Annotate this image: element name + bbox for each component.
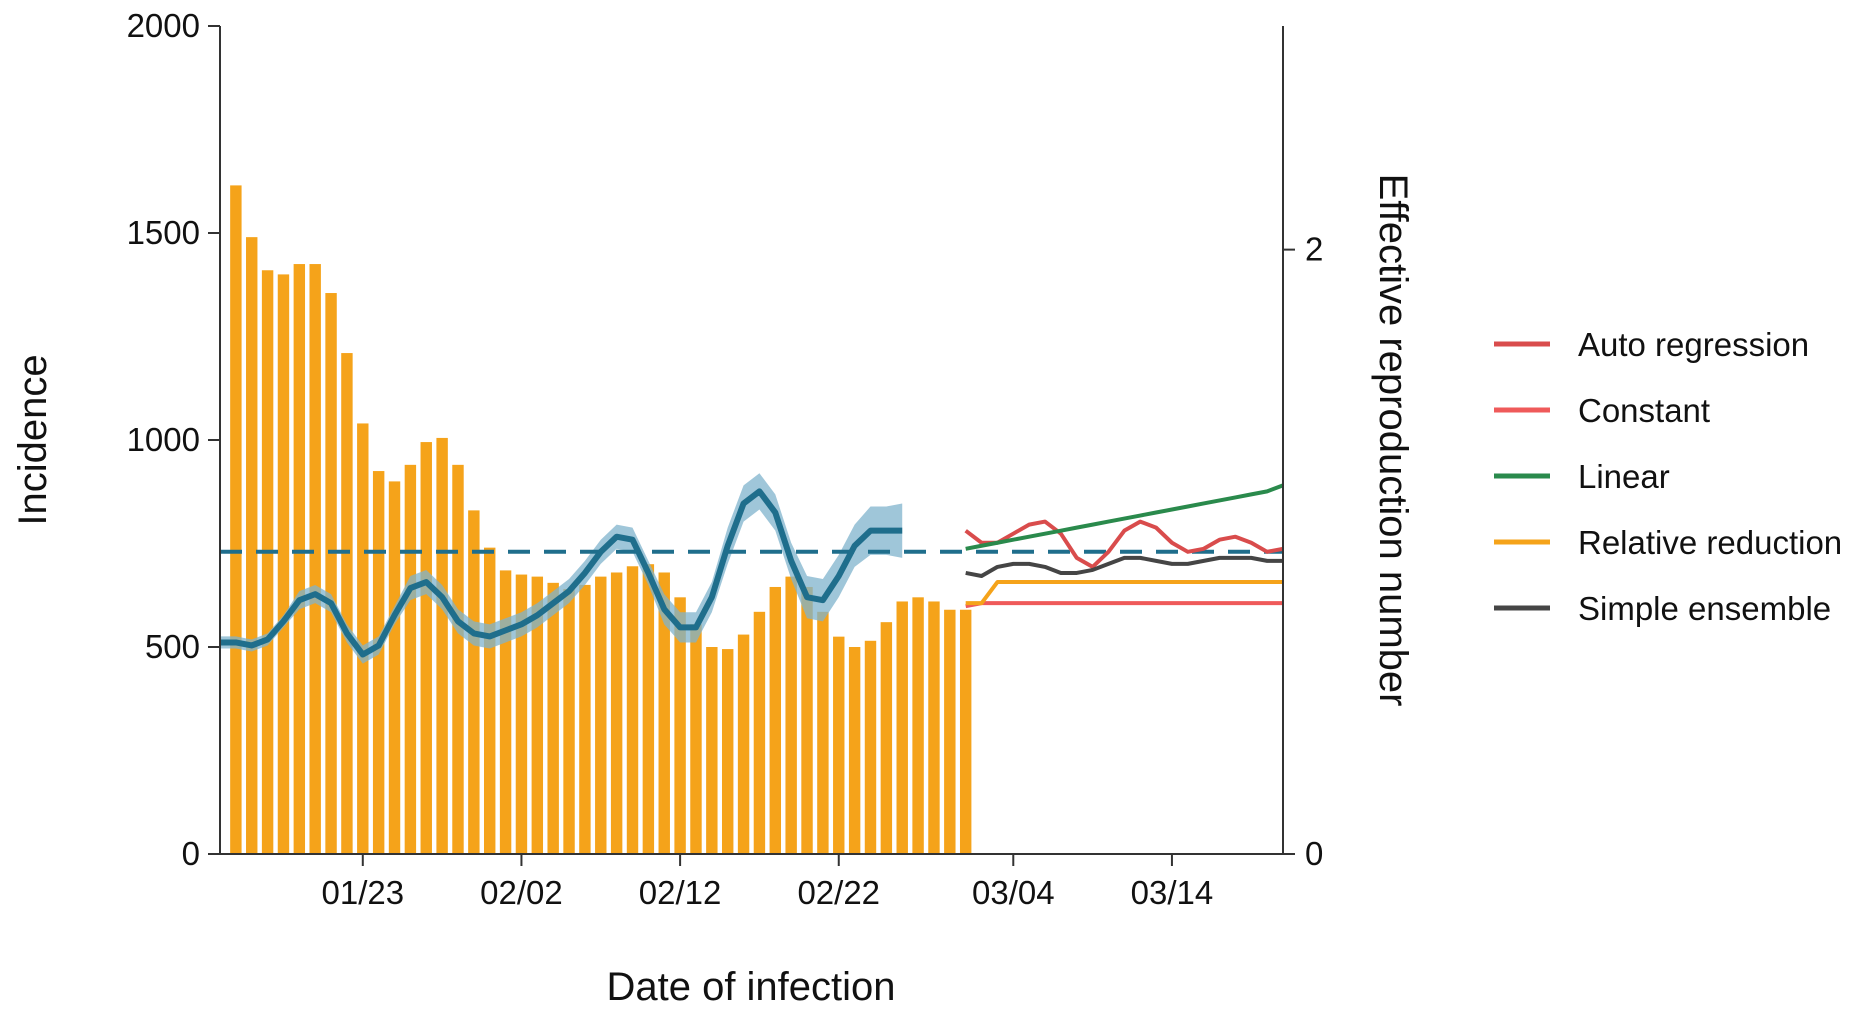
incidence-bar xyxy=(610,572,623,854)
legend-label: Simple ensemble xyxy=(1578,590,1831,627)
incidence-bar xyxy=(404,464,417,854)
y2-axis-title: Effective reproduction number xyxy=(1371,174,1415,707)
x-tick-label: 02/02 xyxy=(480,874,563,911)
legend-label: Linear xyxy=(1578,458,1670,495)
x-tick-label: 01/23 xyxy=(321,874,404,911)
incidence-bar xyxy=(912,597,924,854)
y-axis-title: Incidence xyxy=(11,354,55,525)
x-tick-label: 03/14 xyxy=(1131,874,1214,911)
incidence-bar xyxy=(277,274,290,854)
incidence-bar xyxy=(563,589,575,854)
incidence-bar xyxy=(753,611,766,854)
incidence-bar xyxy=(658,572,670,854)
incidence-bar xyxy=(420,442,432,854)
incidence-bar xyxy=(246,237,258,854)
forecast-line-simple-ensemble xyxy=(965,555,1283,578)
rt-confidence-band xyxy=(220,473,903,664)
incidence-bar xyxy=(690,624,702,854)
incidence-bar xyxy=(880,622,893,854)
x-tick-label: 02/22 xyxy=(797,874,880,911)
x-axis-title: Date of infection xyxy=(606,965,895,1009)
forecast-line-relative-reduction xyxy=(965,580,1283,606)
incidence-bar xyxy=(626,566,639,854)
incidence-bar xyxy=(325,293,337,854)
incidence-bar xyxy=(261,270,274,854)
incidence-bar xyxy=(896,601,908,854)
legend: Auto regression Constant Linear Relative re… xyxy=(1494,326,1842,627)
y-tick-label: 2000 xyxy=(127,7,200,44)
incidence-bar xyxy=(515,574,528,854)
incidence-bar xyxy=(959,609,972,854)
forecast-line-constant xyxy=(965,601,1283,609)
incidence-bar xyxy=(785,576,797,854)
incidence-bar xyxy=(341,353,353,854)
incidence-bar xyxy=(928,601,940,854)
incidence-bar xyxy=(579,584,591,854)
y-tick-label: 1000 xyxy=(127,421,200,458)
incidence-bar xyxy=(452,464,464,854)
incidence-bar xyxy=(817,611,829,854)
rt-series-layer xyxy=(220,473,1283,664)
incidence-bar xyxy=(721,649,734,854)
incidence-bar xyxy=(944,609,956,854)
x-tick-label: 02/12 xyxy=(639,874,722,911)
incidence-bar xyxy=(864,640,877,854)
incidence-bar xyxy=(499,570,512,854)
forecast-line-auto-regression xyxy=(964,519,1283,569)
incidence-bar xyxy=(484,547,496,854)
incidence-bar xyxy=(642,564,655,854)
y-tick-label: 1500 xyxy=(127,214,200,251)
rt-mean-line xyxy=(220,488,903,658)
incidence-bar xyxy=(801,586,813,854)
incidence-bars xyxy=(230,185,972,854)
legend-label: Auto regression xyxy=(1578,326,1809,363)
incidence-bar xyxy=(547,582,559,854)
incidence-bar xyxy=(595,576,607,854)
incidence-bar xyxy=(706,647,718,854)
x-tick-label: 03/04 xyxy=(972,874,1055,911)
incidence-bar xyxy=(357,423,369,854)
legend-label: Constant xyxy=(1578,392,1710,429)
y-tick-label: 0 xyxy=(182,835,200,872)
incidence-bar xyxy=(737,634,750,854)
incidence-bar xyxy=(674,597,686,854)
incidence-bar xyxy=(230,185,242,854)
y-tick-label: 500 xyxy=(145,628,200,665)
legend-label: Relative reduction xyxy=(1578,524,1842,561)
axes: 0 500 1000 1500 2000 0 2 01/23 02/02 02/12 02/22 03… xyxy=(127,7,1324,911)
incidence-bar xyxy=(833,636,845,854)
forecast-line-linear xyxy=(965,483,1283,551)
incidence-bar xyxy=(769,586,782,854)
incidence-bar xyxy=(531,576,544,854)
y2-tick-label: 0 xyxy=(1305,835,1323,872)
y2-tick-label: 2 xyxy=(1305,231,1323,268)
incidence-bar xyxy=(468,510,480,854)
incidence-bar xyxy=(309,264,321,854)
incidence-bar xyxy=(436,437,448,854)
incidence-bar xyxy=(293,264,306,854)
incidence-bar xyxy=(388,481,401,854)
incidence-bar xyxy=(372,471,385,854)
incidence-bar xyxy=(848,647,861,854)
